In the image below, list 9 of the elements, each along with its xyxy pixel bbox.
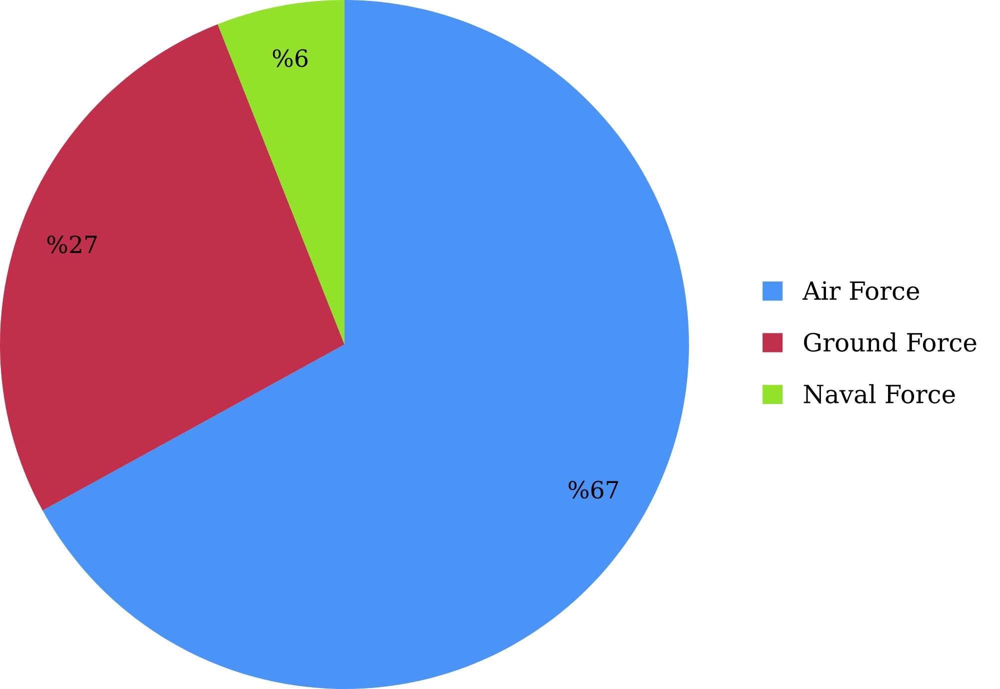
legend-label: Naval Force <box>804 384 955 404</box>
pie-slice <box>0 24 344 510</box>
pie-slice <box>218 0 344 344</box>
data-label: %27 <box>47 235 97 254</box>
data-label: %67 <box>568 480 618 499</box>
legend-label: Air Force <box>802 281 920 300</box>
legend-label: Ground Force <box>804 332 976 352</box>
data-label: %6 <box>272 49 308 68</box>
pie-slice <box>42 0 689 689</box>
